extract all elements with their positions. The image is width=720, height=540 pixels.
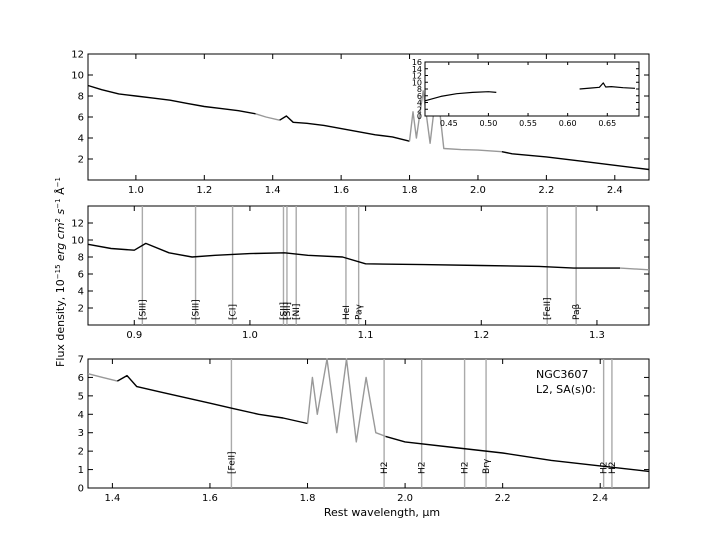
middle-xtick-label-4: 1.3: [589, 330, 605, 341]
middle-xtick-label-3: 1.2: [473, 330, 489, 341]
top-xtick-label-7: 2.4: [607, 185, 623, 196]
middle-line-label-1: [SIII]: [192, 299, 202, 320]
top-series-2: [279, 115, 410, 142]
middle-ytick-label-0: 2: [78, 304, 84, 315]
bottom-ytick-label-4: 4: [78, 410, 84, 421]
middle-line-label-2: [CI]: [229, 304, 239, 320]
middle-series-1: [620, 267, 650, 271]
bottom-xtick-label-0: 1.4: [104, 493, 120, 504]
bottom-ytick-label-3: 3: [78, 428, 84, 439]
inset-xtick-label-3: 0.60: [559, 119, 577, 128]
bottom-series-2: [306, 358, 386, 443]
bottom-xtick-label-3: 2.0: [397, 493, 413, 504]
inset-ytick-label-3: 6: [417, 92, 422, 101]
middle-line-label-4: [SII]: [283, 302, 293, 320]
inset-ytick-label-5: 10: [412, 78, 422, 87]
middle-line-label-0: [SIII]: [138, 299, 148, 320]
bottom-plot-frame: [87, 358, 650, 489]
top-series-1: [255, 113, 280, 121]
x-axis-label: Rest wavelength, μm: [324, 506, 440, 519]
middle-xtick-label-0: 0.9: [126, 330, 142, 341]
top-xtick-label-0: 1.0: [128, 185, 144, 196]
middle-line-label-9: Paβ: [572, 303, 582, 320]
classification: L2, SA(s)0:: [536, 383, 596, 396]
middle-line-label-5: [NI]: [292, 304, 302, 320]
inset-xtick-label-0: 0.45: [440, 119, 458, 128]
middle-ytick-label-3: 8: [78, 253, 84, 264]
inset-ytick-label-6: 12: [412, 72, 422, 81]
inset-ytick-label-2: 4: [417, 99, 422, 108]
top-ytick-label-0: 2: [78, 155, 84, 166]
bottom-series-3: [385, 435, 650, 473]
bottom-ytick-label-0: 0: [78, 484, 84, 495]
inset-ytick-label-1: 2: [417, 105, 422, 114]
middle-ytick-label-5: 12: [71, 219, 84, 230]
top-xtick-label-3: 1.6: [333, 185, 349, 196]
bottom-series-0: [87, 373, 118, 382]
bottom-line-label-0: [FeII]: [227, 451, 237, 474]
bottom-line-label-2: H2: [418, 462, 428, 475]
top-ytick-label-3: 8: [78, 92, 84, 103]
middle-series-0: [87, 242, 621, 269]
top-ytick-label-5: 12: [71, 50, 84, 61]
bottom-ytick-label-7: 7: [78, 355, 84, 366]
middle-line-label-6: HeI: [342, 305, 352, 320]
bottom-line-label-4: Brγ: [482, 458, 492, 474]
inset-ytick-label-4: 8: [417, 85, 422, 94]
bottom-ytick-label-1: 1: [78, 465, 84, 476]
middle-plot-frame: [87, 205, 650, 326]
inset-ytick-label-7: 14: [412, 65, 422, 74]
middle-ytick-label-4: 10: [71, 236, 84, 247]
bottom-xtick-label-4: 2.2: [495, 493, 511, 504]
bottom-ytick-label-5: 5: [78, 391, 84, 402]
bottom-xtick-label-1: 1.6: [202, 493, 218, 504]
middle-ytick-label-2: 6: [78, 270, 84, 281]
top-xtick-label-5: 2.0: [470, 185, 486, 196]
bottom-xtick-label-5: 2.4: [592, 493, 608, 504]
object-name: NGC3607: [536, 368, 588, 381]
top-xtick-label-4: 1.8: [402, 185, 418, 196]
y-axis-label: Flux density, 10−15 erg cm2 s−1 Å−1: [54, 177, 67, 367]
top-ytick-label-4: 10: [71, 71, 84, 82]
top-xtick-label-2: 1.4: [265, 185, 281, 196]
inset-series-1: [579, 82, 636, 90]
top-series-4: [501, 151, 650, 171]
bottom-ytick-label-2: 2: [78, 447, 84, 458]
middle-panel: [SIII] [SIII] [CI] [SII][SII] [NI] HeI Paγ [FeI…: [71, 205, 650, 341]
middle-ytick-label-1: 4: [78, 287, 84, 298]
middle-xtick-label-2: 1.1: [358, 330, 374, 341]
bottom-line-label-1: H2: [380, 462, 390, 475]
top-xtick-label-1: 1.2: [196, 185, 212, 196]
bottom-series-1: [116, 374, 308, 425]
top-series-0: [87, 84, 256, 115]
inset-xtick-label-2: 0.55: [519, 119, 537, 128]
middle-line-label-8: [FeII]: [543, 297, 553, 320]
inset-plot-frame: [424, 61, 640, 117]
middle-xtick-label-1: 1.0: [242, 330, 258, 341]
bottom-line-label-3: H2: [461, 462, 471, 475]
middle-line-label-3: [SII]: [279, 302, 289, 320]
top-xtick-label-6: 2.2: [538, 185, 554, 196]
inset-xtick-label-4: 0.65: [598, 119, 616, 128]
bottom-xtick-label-2: 1.8: [300, 493, 316, 504]
bottom-ytick-label-6: 6: [78, 373, 84, 384]
inset-series-0: [424, 91, 497, 102]
inset-xtick-label-1: 0.50: [480, 119, 498, 128]
top-ytick-label-1: 4: [78, 134, 84, 145]
bottom-line-label-5: H2: [600, 462, 610, 475]
top-ytick-label-2: 6: [78, 113, 84, 124]
inset-ytick-label-8: 16: [412, 58, 422, 67]
bottom-line-label-6: H2: [608, 462, 618, 475]
middle-line-label-7: Paγ: [355, 303, 365, 320]
inset-ytick-label-0: 0: [417, 112, 422, 121]
